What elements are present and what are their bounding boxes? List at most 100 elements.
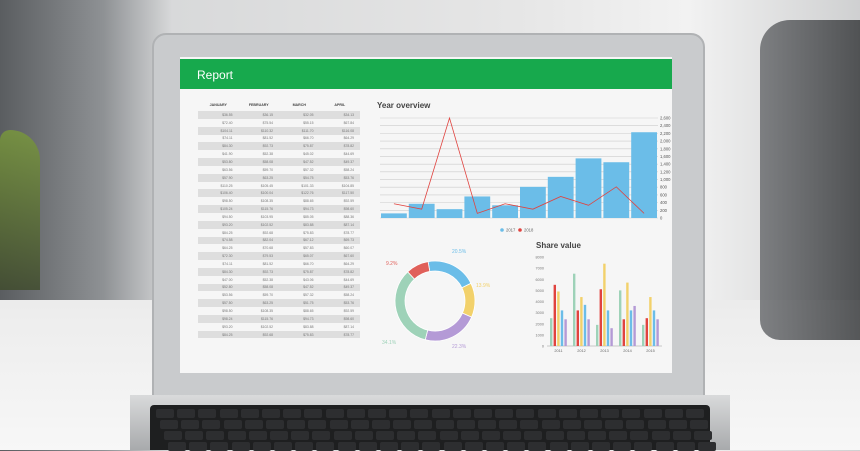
table-cell: $88.65 <box>303 309 314 314</box>
table-cell: $83.88 <box>303 222 314 227</box>
y-tick-label: 600 <box>660 192 668 197</box>
key <box>274 442 292 451</box>
table-header: JANUARY FEBRUARY MARCH APRIL <box>198 103 360 111</box>
table-row: $53.80 $58.08 $47.52 $49.37 <box>198 158 360 166</box>
table-cell: $66.70 <box>303 261 314 266</box>
table-cell: $34.13 <box>343 112 354 117</box>
y-tick-label: 1,400 <box>660 162 671 167</box>
share-bar <box>564 319 567 346</box>
key <box>248 431 267 440</box>
key <box>486 442 504 451</box>
share-bar <box>557 291 560 346</box>
table-cell: $53.76 <box>343 175 354 180</box>
table-row: $105.24 $115.76 $94.73 $98.60 <box>198 205 360 213</box>
key <box>316 442 335 451</box>
key <box>389 409 408 418</box>
table-cell: $36.55 <box>222 112 233 117</box>
table-cell: $47.52 <box>303 159 314 164</box>
y-tick-label: 0 <box>542 345 544 349</box>
key <box>690 420 708 429</box>
table-cell: $44.69 <box>343 277 354 282</box>
x-tick-label: 2011 <box>554 349 562 353</box>
key <box>368 409 386 418</box>
key <box>605 420 624 429</box>
key <box>655 442 674 451</box>
key <box>474 409 492 418</box>
key <box>202 420 221 429</box>
key <box>664 409 683 418</box>
table-cell: $103.95 <box>260 214 273 219</box>
y-tick-label: 0 <box>660 216 663 221</box>
key <box>198 409 217 418</box>
key <box>156 409 174 418</box>
table-cell: $55.15 <box>303 120 314 125</box>
key <box>401 442 420 451</box>
y-tick-label: 800 <box>660 185 668 190</box>
table-cell: $52.38 <box>262 152 273 157</box>
table-cell: $41.90 <box>222 152 233 157</box>
share-bar <box>580 297 583 346</box>
key <box>558 409 577 418</box>
bar-2017 <box>492 205 518 218</box>
key <box>482 431 500 440</box>
key <box>308 420 327 429</box>
key <box>240 409 259 418</box>
key <box>584 420 602 429</box>
key <box>410 409 429 418</box>
table-cell: $115.76 <box>260 316 273 321</box>
table-cell: $57.32 <box>303 293 314 298</box>
table-cell: $115.76 <box>260 207 273 212</box>
key <box>354 431 373 440</box>
table-row: $74.58 $82.04 $67.12 $69.73 <box>198 236 360 245</box>
table-cell: $65.07 <box>303 254 314 259</box>
table-body: $36.55 $36.15 $32.05 $34.13 $72.40 $75.54 $55.… <box>198 111 360 339</box>
table-cell: $81.52 <box>262 136 273 141</box>
table-cell: $98.50 <box>222 309 233 314</box>
key <box>393 420 412 429</box>
table-cell: $98.60 <box>343 207 354 212</box>
key <box>566 431 585 440</box>
share-bar <box>633 305 636 346</box>
table-cell: $53.76 <box>343 301 354 306</box>
y-tick-label: 7000 <box>536 267 544 271</box>
table-cell: $53.56 <box>222 293 233 298</box>
key <box>337 442 356 451</box>
key <box>231 442 250 451</box>
table-row: $57.50 $63.25 $51.75 $53.76 <box>198 299 360 308</box>
key <box>694 431 712 440</box>
bar-2017 <box>547 176 574 218</box>
table-row: $93.20 $102.52 $83.88 $87.14 <box>198 220 360 229</box>
key <box>160 420 178 429</box>
table-cell: $36.15 <box>262 112 273 117</box>
key <box>541 420 560 429</box>
key <box>291 431 310 440</box>
table-cell: $78.77 <box>343 332 354 337</box>
key <box>422 442 441 451</box>
donut-label: 22.3% <box>452 344 467 350</box>
bar-2017 <box>408 203 435 218</box>
table-row: $84.30 $92.73 $75.87 $78.82 <box>198 267 360 276</box>
donut-slice <box>461 282 476 318</box>
table-cell: $67.12 <box>303 238 314 243</box>
y-tick-label: 1,600 <box>660 154 671 159</box>
report-title: Report <box>197 68 234 82</box>
table-row: $74.11 $81.52 $66.70 $64.29 <box>198 135 360 143</box>
table-cell: $72.30 <box>222 254 233 259</box>
key <box>244 420 263 429</box>
column-header: FEBRUARY <box>248 103 269 107</box>
share-bar <box>629 310 633 346</box>
key <box>545 431 564 440</box>
key <box>397 431 416 440</box>
table-cell: $44.69 <box>343 152 354 157</box>
table-row: $84.30 $92.73 $75.87 $78.82 <box>198 142 360 151</box>
y-tick-label: 5000 <box>536 289 544 293</box>
share-bar <box>560 310 564 346</box>
table-cell: $52.80 <box>222 285 233 290</box>
report-header: Report <box>180 59 672 89</box>
table-cell: $98.50 <box>222 199 233 204</box>
table-cell: $93.20 <box>222 222 233 227</box>
table-row: $106.40 $100.04 $122.76 $117.50 <box>198 189 360 198</box>
table-row: $98.50 $108.35 $88.65 $92.59 <box>198 197 360 205</box>
table-cell: $51.75 <box>303 301 314 306</box>
table-cell: $49.37 <box>343 285 354 290</box>
